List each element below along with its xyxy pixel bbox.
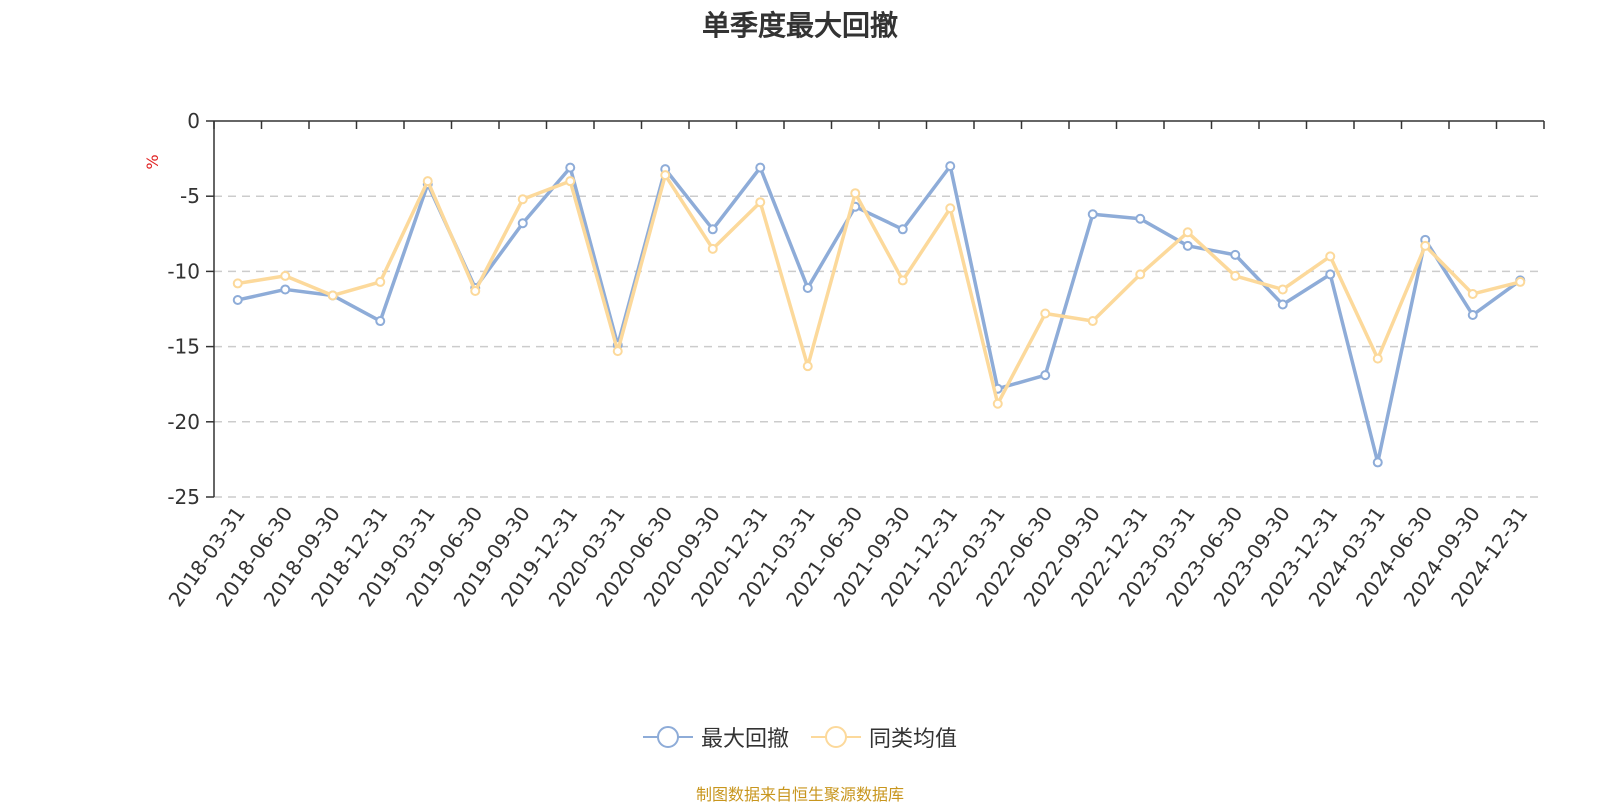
data-point <box>1182 240 1193 251</box>
y-tick-label: -15 <box>167 335 200 359</box>
data-point <box>1135 269 1146 280</box>
data-point <box>375 316 386 327</box>
data-point <box>1325 251 1336 262</box>
data-point <box>232 278 243 289</box>
data-point <box>1087 209 1098 220</box>
data-point <box>280 284 291 295</box>
data-point <box>1135 213 1146 224</box>
data-point <box>945 161 956 172</box>
data-point <box>565 162 576 173</box>
y-tick-label: 0 <box>187 109 200 133</box>
data-point <box>1087 316 1098 327</box>
data-point <box>992 398 1003 409</box>
y-tick-label: -25 <box>167 485 200 509</box>
data-point <box>707 224 718 235</box>
data-point <box>1277 299 1288 310</box>
data-point <box>470 285 481 296</box>
legend-label: 同类均值 <box>869 727 958 752</box>
data-point <box>517 218 528 229</box>
data-point <box>280 270 291 281</box>
data-point <box>660 170 671 181</box>
series-lines <box>232 161 1526 468</box>
data-point <box>802 361 813 372</box>
y-tick-label: -5 <box>180 184 200 208</box>
data-point <box>850 188 861 199</box>
data-point <box>755 197 766 208</box>
data-point <box>945 203 956 214</box>
data-point <box>565 176 576 187</box>
series-line-1 <box>237 173 1521 406</box>
grid-lines <box>214 195 1544 498</box>
data-point <box>375 276 386 287</box>
data-point <box>1182 227 1193 238</box>
data-point <box>1230 249 1241 260</box>
data-point <box>1515 276 1526 287</box>
y-axis-unit-label: % <box>143 154 162 169</box>
data-point <box>897 275 908 286</box>
data-point <box>1230 270 1241 281</box>
series-line-0 <box>237 164 1522 465</box>
chart-title: 单季度最大回撤 <box>701 9 898 42</box>
y-tick-label: -20 <box>167 410 200 434</box>
data-point <box>1467 288 1478 299</box>
data-point <box>802 282 813 293</box>
legend-label: 最大回撤 <box>700 727 789 752</box>
data-point <box>1372 353 1383 364</box>
data-point <box>1325 269 1336 280</box>
data-point <box>1467 310 1478 321</box>
data-point <box>1040 370 1051 381</box>
data-point <box>232 294 243 305</box>
legend-marker-yellow-icon <box>811 726 861 748</box>
data-point <box>422 176 433 187</box>
data-point <box>1420 240 1431 251</box>
data-point <box>755 162 766 173</box>
data-point <box>897 224 908 235</box>
y-tick-label: -10 <box>167 259 200 283</box>
data-point <box>517 194 528 205</box>
legend: 最大回撤 同类均值 <box>0 721 1600 753</box>
data-point <box>1040 308 1051 319</box>
axes: 0-5-10-15-20-252018-03-312018-06-302018-… <box>164 109 1545 611</box>
legend-marker-blue-icon <box>642 726 693 748</box>
data-point <box>707 243 718 254</box>
legend-item-peer-average[interactable]: 同类均值 <box>811 721 957 753</box>
data-point <box>327 290 338 301</box>
legend-item-max-drawdown[interactable]: 最大回撤 <box>642 721 789 753</box>
data-point <box>1277 284 1288 295</box>
source-note: 制图数据来自恒生聚源数据库 <box>695 785 904 804</box>
data-point <box>612 346 623 357</box>
data-point <box>1372 457 1383 468</box>
